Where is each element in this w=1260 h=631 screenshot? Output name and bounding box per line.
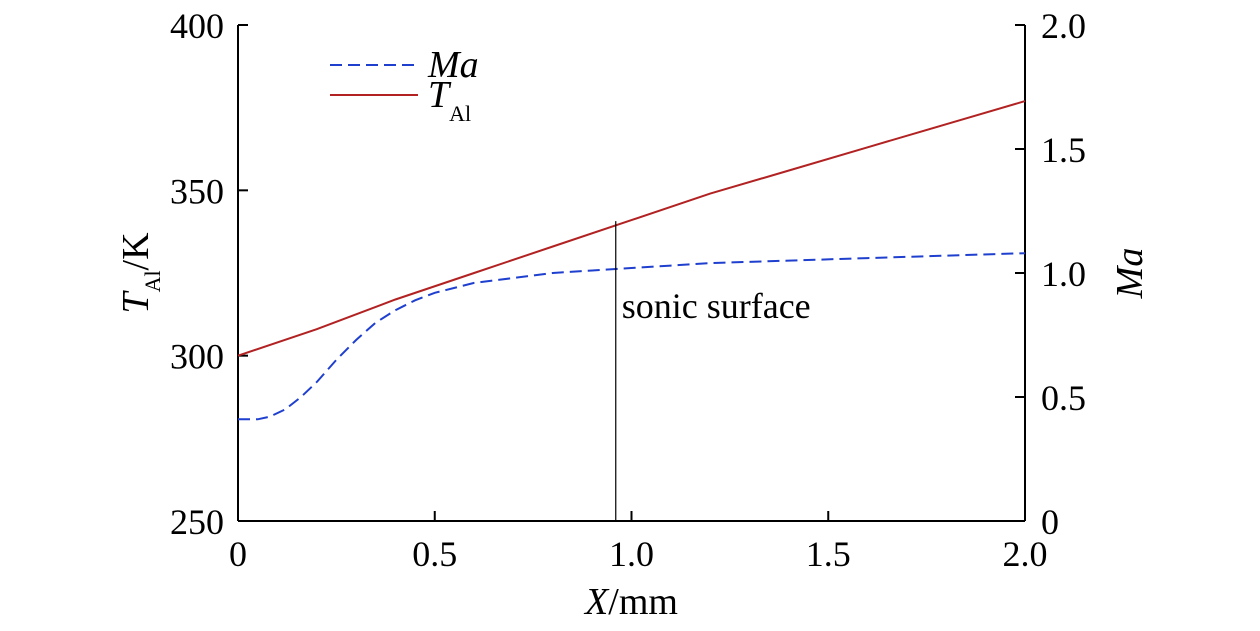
y-left-axis-title-unit: /K [115,232,157,271]
y-left-tick-label: 250 [170,502,224,542]
axes [237,24,1026,522]
tick-labels: 0 0.5 1.0 1.5 2.0 250 300 350 400 0 0.5 1.0 1.5 2.0 [170,6,1086,574]
y-left-tick-label: 300 [170,337,224,377]
y-right-tick-label: 0.5 [1041,378,1086,418]
legend-label-main: T [428,74,452,116]
x-tick-label: 2.0 [1003,534,1048,574]
y-right-tick-label: 0 [1041,502,1059,542]
y-left-tick-label: 350 [170,171,224,211]
sonic-surface-label: sonic surface [622,286,811,326]
x-axis-title-var: X [583,581,610,623]
x-tick-label: 1.5 [806,534,851,574]
y-left-axis-title-sub: Al [140,270,165,292]
y-right-tick-label: 1.5 [1041,130,1086,170]
axis-titles: X/mm TAl/K Ma [115,232,1151,623]
x-axis-title-unit: /mm [608,581,678,623]
series-marks [237,100,1026,421]
y-left-tick-label: 400 [170,6,224,46]
y-right-tick-label: 1.0 [1041,254,1086,294]
y-right-tick-label: 2.0 [1041,6,1086,46]
y-right-axis-title-var: Ma [1109,248,1151,300]
x-tick-label: 0.5 [412,534,457,574]
series-line-t-al [237,100,1026,357]
y-left-axis-title: TAl/K [115,232,165,314]
legend-label-0: Ma [427,44,479,86]
legend-label-main: Ma [427,44,479,86]
legend-label-1: TAl [428,74,471,126]
legend-label-sub: Al [449,101,471,126]
x-axis-title: X/mm [583,581,678,623]
y-right-axis-title: Ma [1109,248,1151,300]
annotations: sonic surface [615,221,811,521]
series-line-ma [238,252,1026,421]
x-tick-label: 0 [229,534,247,574]
y-left-axis-title-var: T [115,290,157,314]
x-tick-label: 1.0 [609,534,654,574]
